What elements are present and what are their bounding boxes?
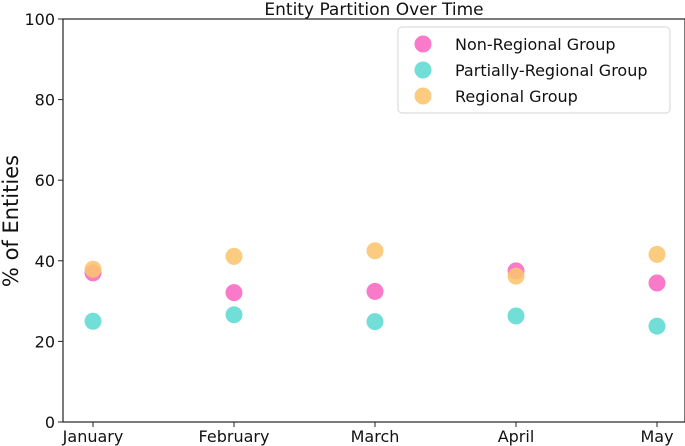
y-axis-label: % of Entities	[0, 155, 23, 287]
legend-box	[397, 26, 671, 114]
data-point-regional-group	[225, 247, 243, 265]
y-tick-label: 0	[45, 413, 55, 432]
legend-label: Regional Group	[455, 87, 578, 106]
data-point-partially-regional-group	[648, 317, 666, 335]
plot-area	[62, 18, 685, 423]
data-point-regional-group	[507, 267, 525, 285]
x-tick-label: April	[498, 427, 535, 446]
x-axis: January February March April May	[62, 422, 674, 446]
data-point-regional-group	[366, 242, 384, 260]
x-tick-label: February	[199, 427, 270, 446]
chart-title: Entity Partition Over Time	[264, 0, 483, 20]
data-point-partially-regional-group	[84, 312, 102, 330]
data-point-non-regional-group	[225, 284, 243, 302]
legend-label: Partially-Regional Group	[455, 61, 648, 80]
legend: Non-Regional Group Partially-Regional Gro…	[397, 26, 671, 114]
data-points	[84, 242, 666, 335]
data-point-partially-regional-group	[225, 306, 243, 324]
data-point-regional-group	[84, 260, 102, 278]
legend-marker	[414, 87, 432, 105]
x-tick-label: January	[62, 427, 124, 446]
x-tick-label: March	[351, 427, 400, 446]
legend-marker	[414, 35, 432, 53]
data-point-partially-regional-group	[366, 313, 384, 331]
data-point-non-regional-group	[366, 282, 384, 300]
data-point-partially-regional-group	[507, 307, 525, 325]
data-point-non-regional-group	[648, 274, 666, 292]
y-tick-label: 40	[35, 252, 55, 271]
y-tick-label: 60	[35, 171, 55, 190]
y-tick-label: 100	[24, 10, 55, 29]
y-tick-label: 20	[35, 332, 55, 351]
y-axis: 0 20 40 60 80 100	[24, 10, 63, 432]
x-tick-label: May	[640, 427, 673, 446]
data-point-regional-group	[648, 245, 666, 263]
legend-marker	[414, 61, 432, 79]
legend-label: Non-Regional Group	[455, 35, 616, 54]
y-tick-label: 80	[35, 91, 55, 110]
